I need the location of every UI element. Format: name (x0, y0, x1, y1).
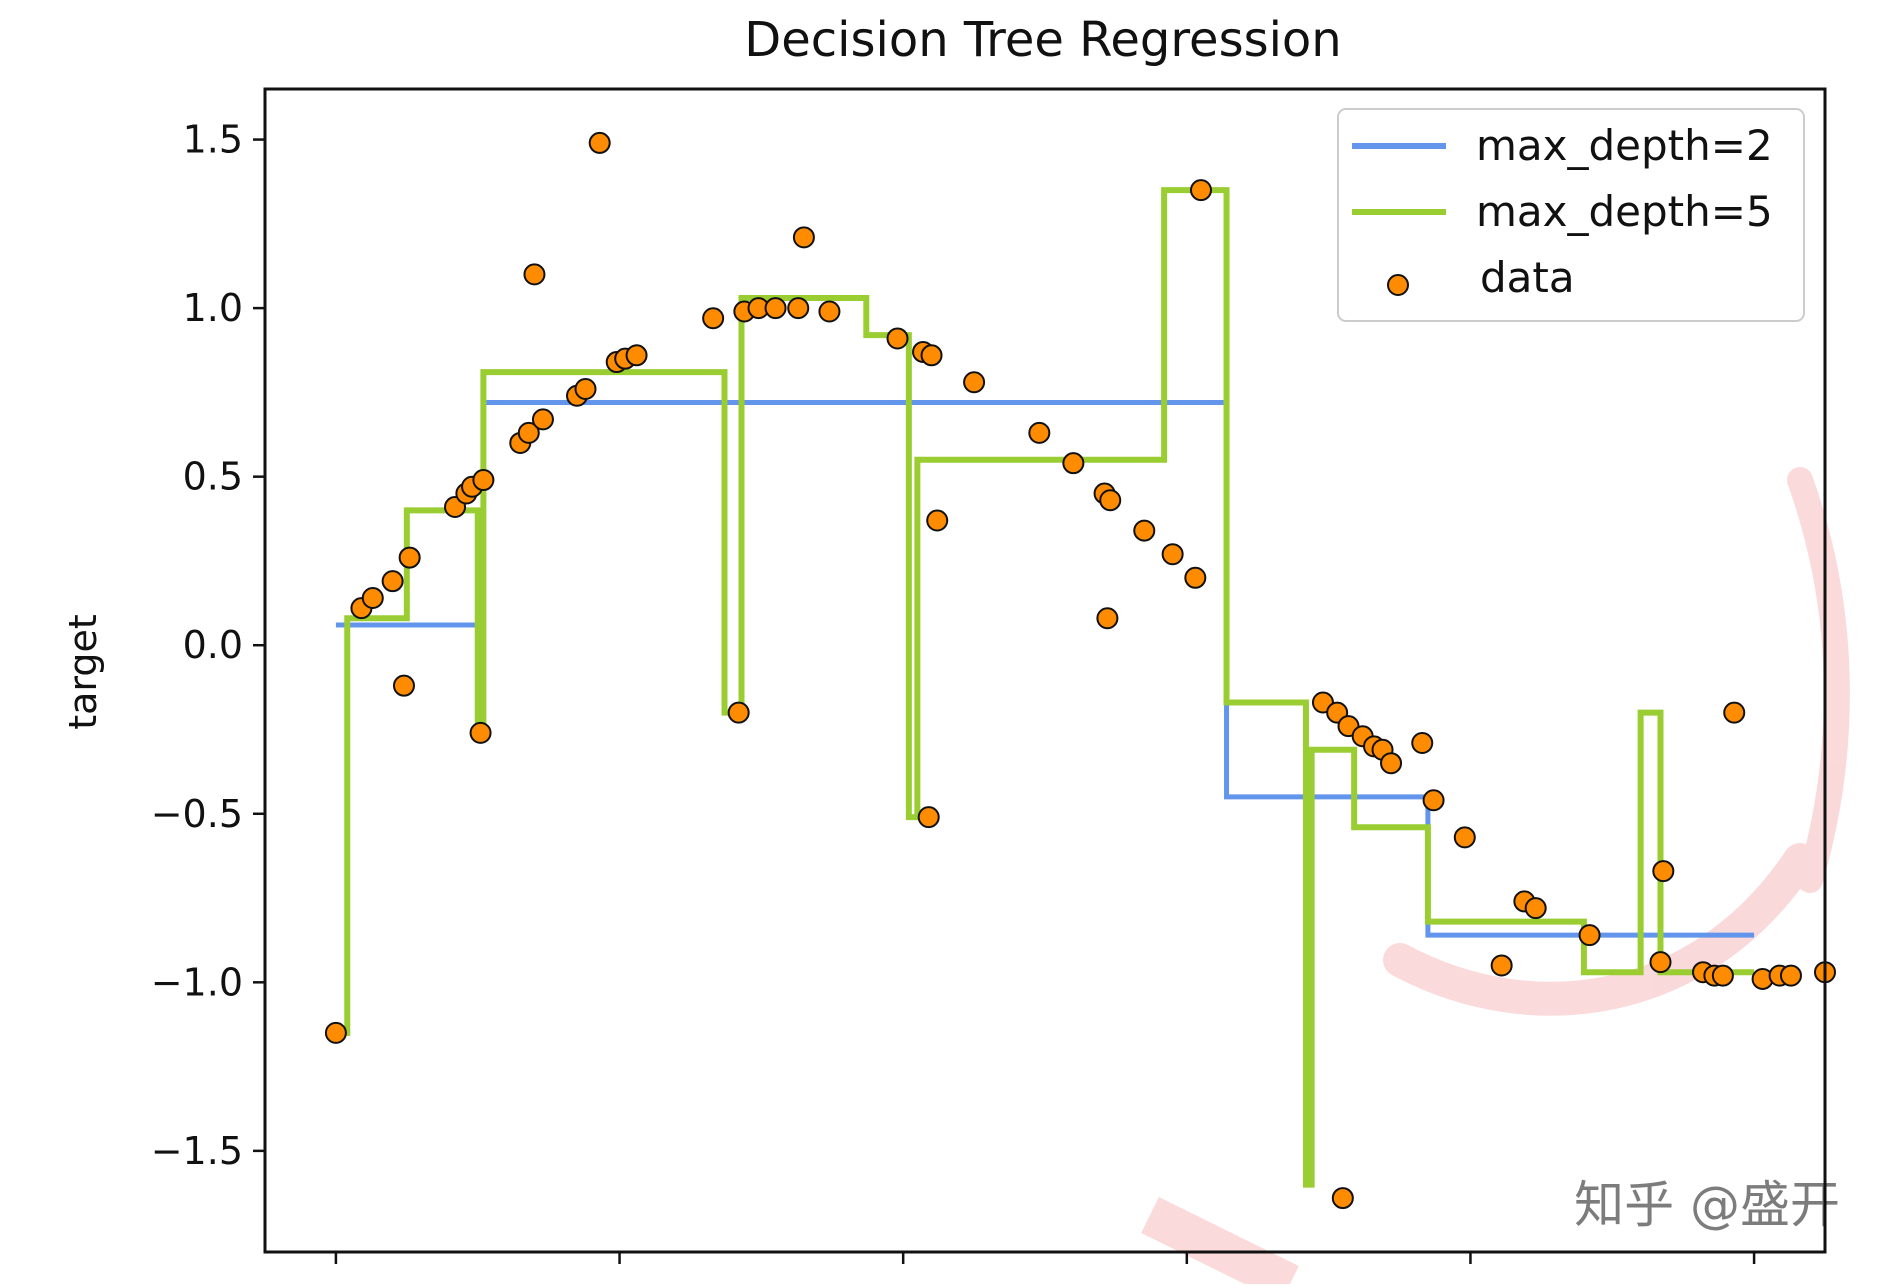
legend-label-data: data (1480, 253, 1575, 302)
legend-label-max-depth-2: max_depth=2 (1476, 121, 1773, 170)
series-line-max-depth-5 (335, 187, 1755, 1188)
legend-frame (1337, 108, 1805, 322)
data-point (1028, 421, 1051, 444)
y-tick-label: 0.0 (183, 623, 243, 667)
data-point (926, 509, 949, 532)
y-tick-label: 1.5 (183, 118, 243, 162)
data-point (886, 327, 909, 350)
legend-label-max-depth-5: max_depth=5 (1476, 187, 1773, 236)
data-point (588, 131, 611, 154)
data-point (1652, 860, 1675, 883)
data-point (1453, 826, 1476, 849)
y-tick-label: −1.5 (151, 1129, 243, 1173)
data-point (1331, 1187, 1354, 1210)
data-point (1524, 897, 1547, 920)
data-point (1099, 489, 1122, 512)
legend: max_depth=2 max_depth=5 data (1337, 108, 1805, 322)
watermark-text: 知乎 @盛开 (1574, 1176, 1840, 1234)
y-tick-label: 0.5 (183, 455, 243, 499)
x-axis (334, 1252, 1756, 1264)
data-point (531, 408, 554, 431)
data-point (1422, 789, 1445, 812)
data-point (472, 469, 495, 492)
data-point (764, 297, 787, 320)
data-point (1096, 607, 1119, 630)
data-point (1779, 964, 1802, 987)
data-point (1711, 964, 1734, 987)
data-point (1161, 543, 1184, 566)
y-axis-label: target (61, 614, 105, 730)
data-point (1723, 701, 1746, 724)
data-point (917, 806, 940, 829)
plot-area (324, 131, 1836, 1210)
data-point (1133, 519, 1156, 542)
data-point (1578, 924, 1601, 947)
data-point (324, 1021, 347, 1044)
data-point (702, 307, 725, 330)
data-point (787, 297, 810, 320)
data-point (361, 587, 384, 610)
data-point (1411, 731, 1434, 754)
chart-title: Decision Tree Regression (744, 12, 1341, 68)
data-point (920, 344, 943, 367)
y-axis: 1.5 1.0 0.5 0.0 −0.5 −1.0 −1.5 (151, 118, 265, 1173)
data-point (1062, 452, 1085, 475)
data-point (392, 674, 415, 697)
background-decoration (1141, 467, 1850, 1288)
data-point (792, 226, 815, 249)
data-point (818, 300, 841, 323)
y-tick-label: −0.5 (151, 792, 243, 836)
data-point (625, 344, 648, 367)
data-point (963, 371, 986, 394)
data-point (574, 378, 597, 401)
series-line-max-depth-2 (335, 400, 1755, 938)
data-point (517, 421, 540, 444)
y-tick-label: 1.0 (183, 286, 243, 330)
data-point (1184, 566, 1207, 589)
data-point (1649, 951, 1672, 974)
data-point (398, 546, 421, 569)
data-point (1490, 954, 1513, 977)
data-point (1190, 179, 1212, 202)
data-point (523, 263, 546, 286)
plot-frame (263, 87, 1827, 1254)
data-point (469, 721, 492, 744)
y-tick-label: −1.0 (151, 960, 243, 1004)
data-point (381, 570, 404, 593)
legend-swatch-data (1387, 274, 1409, 296)
data-point (1380, 752, 1403, 775)
data-point (727, 701, 750, 724)
